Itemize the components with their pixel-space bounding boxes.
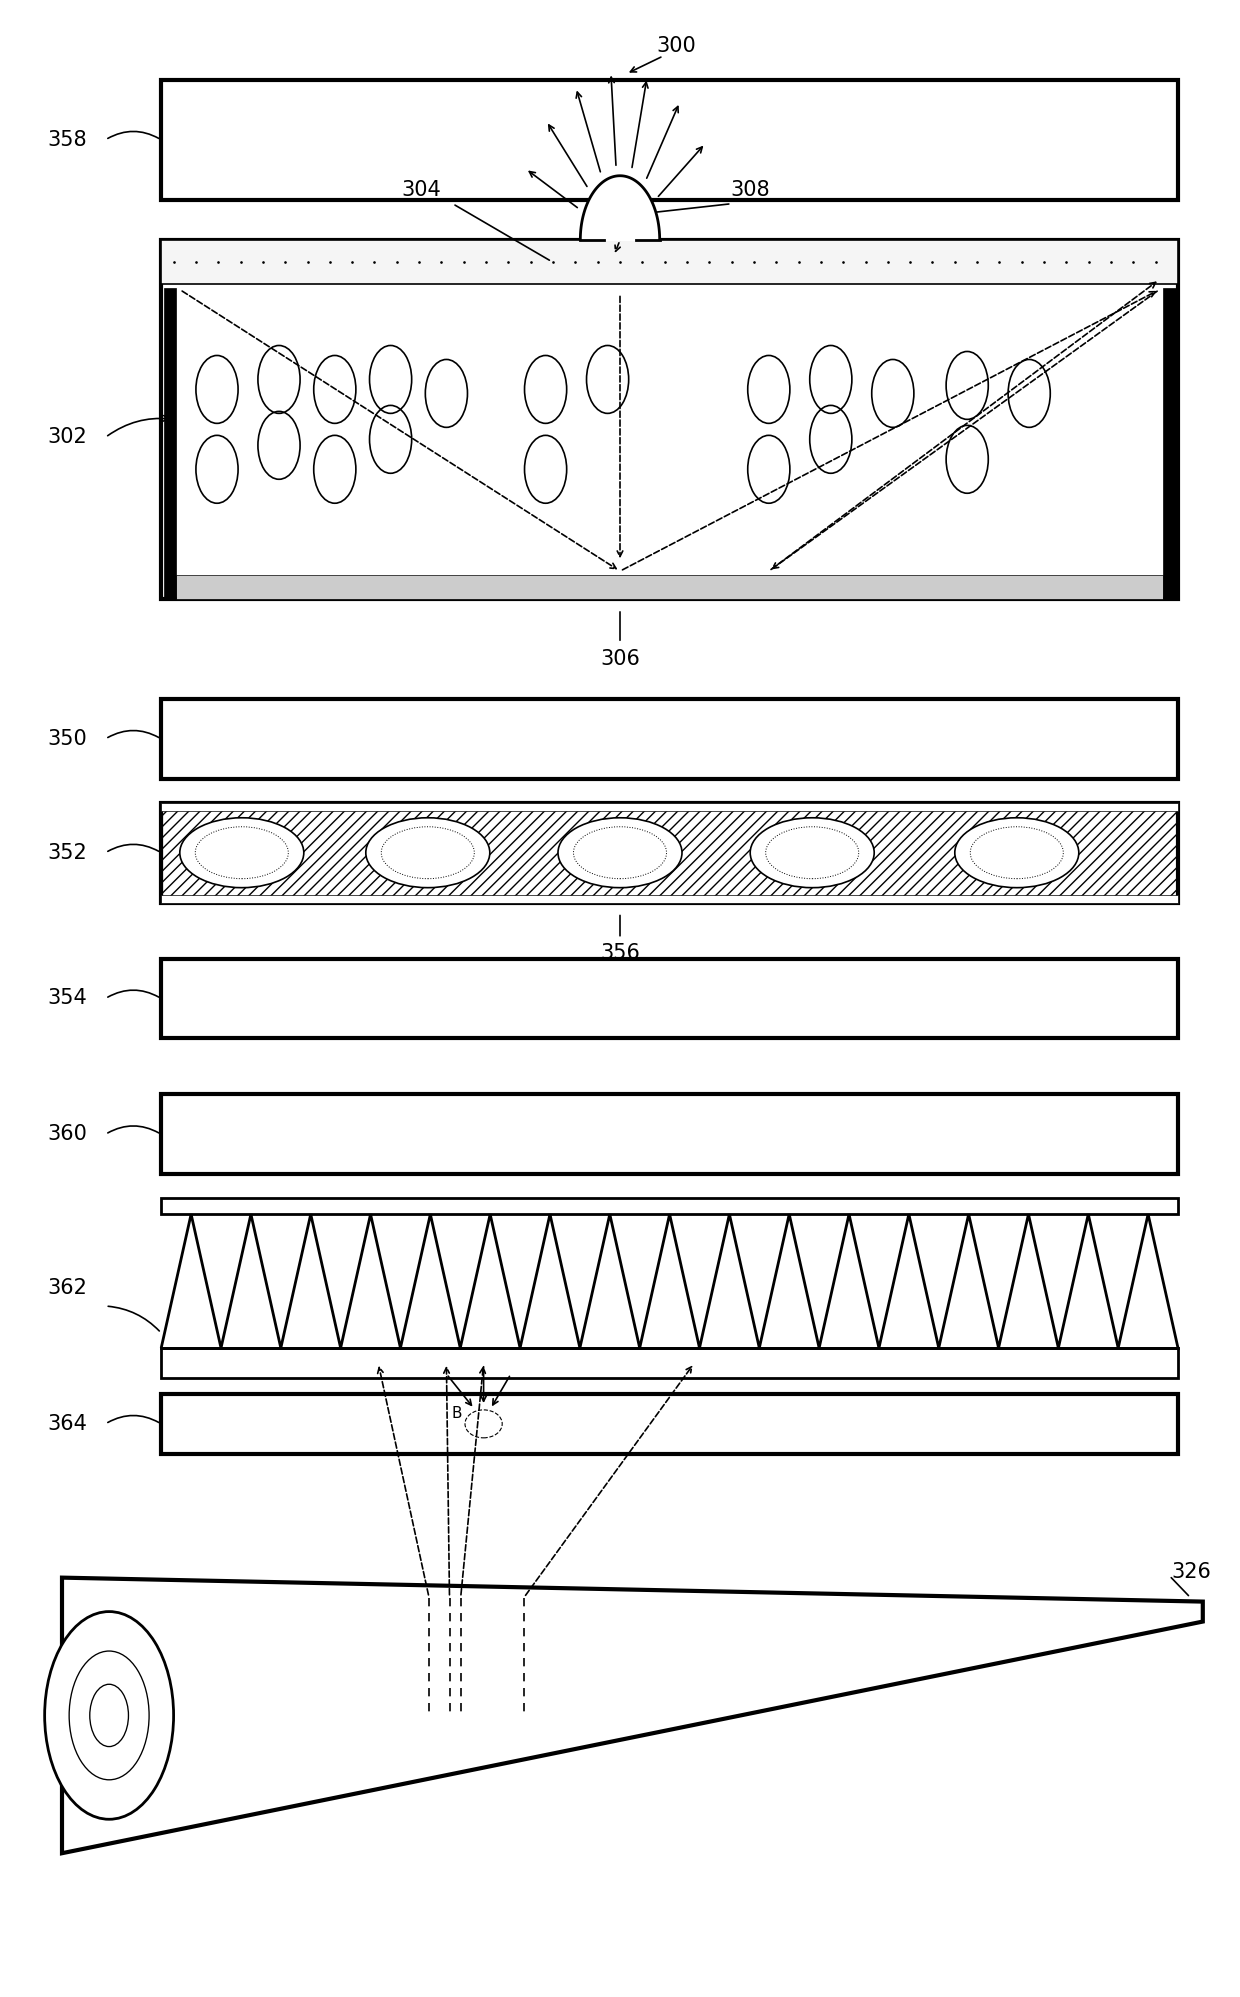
Ellipse shape <box>366 819 490 887</box>
Ellipse shape <box>180 819 304 887</box>
Text: 354: 354 <box>47 989 87 1008</box>
Text: 304: 304 <box>402 180 441 200</box>
Bar <box>161 80 1178 200</box>
Circle shape <box>45 1612 174 1819</box>
Bar <box>161 803 1178 811</box>
Bar <box>161 699 1178 779</box>
Circle shape <box>69 1652 149 1779</box>
Text: 300: 300 <box>656 36 696 56</box>
Bar <box>1163 288 1176 599</box>
Bar <box>176 575 1163 599</box>
Ellipse shape <box>750 819 874 887</box>
Bar <box>162 805 1177 901</box>
Circle shape <box>89 1683 129 1747</box>
Text: 302: 302 <box>47 427 87 447</box>
Polygon shape <box>580 176 660 240</box>
Bar <box>161 959 1178 1038</box>
Text: 358: 358 <box>47 130 87 150</box>
Text: 364: 364 <box>47 1414 87 1434</box>
Text: 356: 356 <box>600 943 640 963</box>
Text: 362: 362 <box>47 1278 87 1298</box>
Bar <box>161 1394 1178 1454</box>
Text: 306: 306 <box>600 649 640 669</box>
Polygon shape <box>62 1578 1203 1853</box>
Bar <box>164 288 176 599</box>
Ellipse shape <box>955 819 1079 887</box>
Ellipse shape <box>558 819 682 887</box>
Text: B: B <box>451 1406 461 1422</box>
Text: 308: 308 <box>730 180 770 200</box>
Bar <box>161 1094 1178 1174</box>
Bar <box>161 240 1178 284</box>
Bar <box>161 240 1178 599</box>
Bar <box>161 803 1178 903</box>
Text: 350: 350 <box>47 729 87 749</box>
Text: 360: 360 <box>47 1124 87 1144</box>
Text: 352: 352 <box>47 843 87 863</box>
Bar <box>161 895 1178 903</box>
Bar <box>161 1198 1178 1214</box>
Bar <box>161 1348 1178 1378</box>
Text: 326: 326 <box>1172 1562 1211 1582</box>
